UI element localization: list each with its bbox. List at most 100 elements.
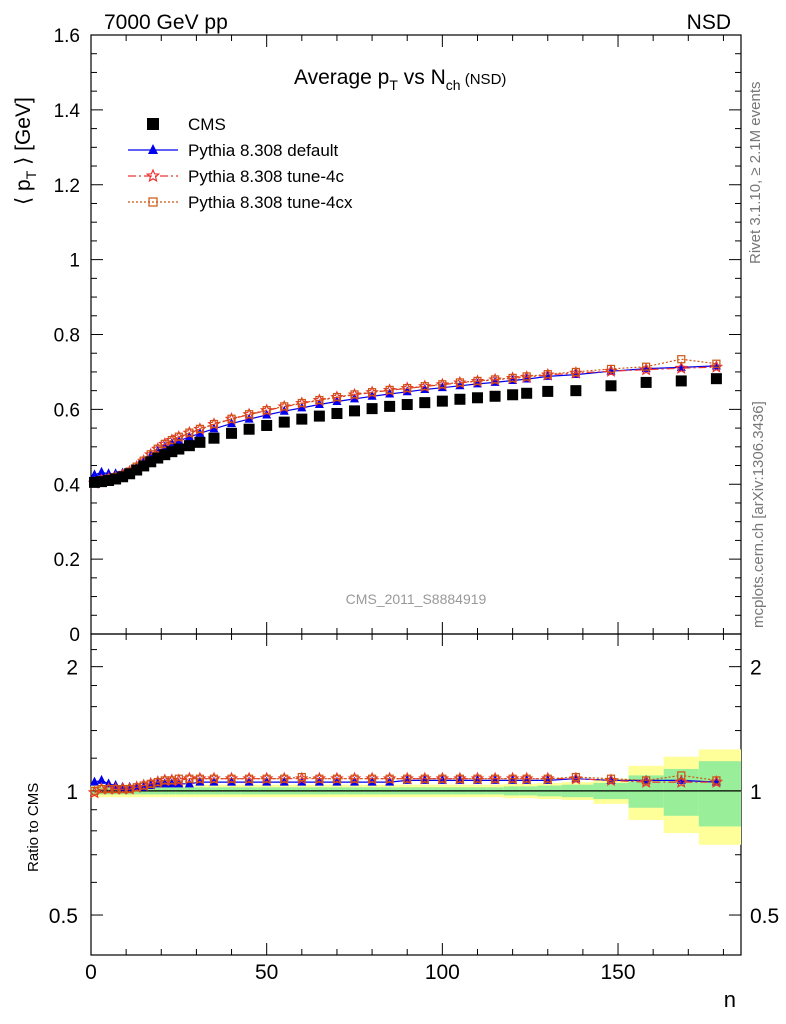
tune4c-data-point [674,775,688,788]
main-y-tick-label: 1.6 [54,26,80,47]
tune4cx-data-point [332,774,342,783]
series-line [94,365,717,476]
title-sub-pt: T [389,77,398,93]
tune4cx-data-point [209,419,219,429]
main-y-tick-label: 0.8 [54,326,80,347]
cms-data-point [110,473,122,485]
main-plot-title: Average pT vs Nch (NSD) [294,66,506,93]
cms-data-point [147,118,159,130]
tune4cx-data-point [438,774,447,783]
cms-data-point [296,413,308,425]
legend: CMS Pythia 8.308 default Pythia 8.308 tune… [128,115,353,212]
cms-data-point [124,468,136,480]
ratio-uncertainty-bands [91,749,741,845]
tune4cx-data-point [642,362,651,371]
analysis-watermark: CMS_2011_S8884919 [346,591,487,607]
tune4cx-data-point [712,359,721,368]
cms-data-point [570,385,582,397]
legend-label: Pythia 8.308 tune-4cx [188,193,353,212]
tune4cx-data-point [195,774,205,783]
ylabel-main-text: ⟨ p [12,179,35,205]
main-y-tick-label: 1.2 [54,176,80,197]
tune4c-data-point [674,361,688,374]
title-sub-nch: ch [446,77,461,93]
x-tick-label: 0 [85,961,97,984]
main-axis-ticks: 0 0.2 0.4 0.6 0.8 1 1.2 1.4 1.6 [54,26,741,646]
cms-data-point [384,400,396,412]
cms-data-point [278,416,290,428]
cms-data-point [226,427,238,439]
tune4cx-data-point [315,774,324,783]
tune4cx-data-point [385,385,394,395]
cms-data-point [331,407,343,419]
tune4cx-data-point [245,410,254,419]
x-tick-label: 100 [425,961,460,984]
tune4cx-data-point [712,776,721,785]
cms-data-point [436,395,448,407]
tune4cx-data-point [490,375,500,384]
cms-data-point [152,452,164,464]
tune4cx-data-point [522,372,531,381]
tune4cx-data-point [490,774,500,783]
tune4cx-data-point [508,373,517,383]
tune4cx-data-point [195,424,205,433]
ratio-data-series [87,771,724,799]
legend-label: Pythia 8.308 default [188,141,339,160]
cms-data-point [243,423,255,435]
cms-data-point [313,410,325,422]
tune4cx-data-point [403,383,412,393]
tune4cx-data-point [350,390,359,399]
series-line [94,778,717,794]
header-left: 7000 GeV pp [104,11,228,34]
cms-data-point [159,449,171,461]
tune4cx-data-point [677,771,686,780]
main-y-tick-label: 0.4 [54,475,81,496]
ratio-y-tick-label-right: 0.5 [750,905,779,928]
x-tick-label: 150 [601,961,636,984]
tune4cx-data-point [262,774,271,783]
tune4cx-data-point [174,432,183,441]
main-y-tick-label: 0.6 [54,400,80,421]
tune4cx-data-point [571,772,580,782]
cms-data-point [183,440,195,452]
tune4cx-data-point [543,774,552,783]
title-suffix-text: (NSD) [461,71,507,88]
tune4cx-data-point [153,444,162,453]
tune4cx-data-point [280,774,289,783]
header-right: NSD [687,11,731,34]
main-y-tick-label: 1 [69,251,80,272]
tune4cx-data-point [473,774,482,783]
main-y-axis-label: ⟨ pT ⟩ [GeV] [12,97,39,205]
title-main-text: Average p [294,66,389,89]
cms-data-point [166,446,178,458]
cms-data-point [145,456,157,468]
ratio-y-tick-label-right: 2 [750,657,762,680]
cms-data-point [366,403,378,415]
cms-data-point [640,376,652,388]
default-data-point [90,776,100,786]
cms-data-point [507,389,519,401]
cms-data-point [138,460,150,472]
cms-data-point [419,397,431,409]
tune4cx-data-point [455,378,465,387]
cms-data-point [117,471,129,483]
ratio-y-tick-label-right: 1 [750,781,762,804]
ratio-y-axis-label: Ratio to CMS [25,783,42,872]
title-mid-text: vs N [398,66,446,89]
tune4cx-data-point [438,380,447,389]
cms-data-point [489,390,501,402]
cms-data-point [471,392,483,404]
legend-label: Pythia 8.308 tune-4c [188,167,344,186]
cms-data-point [194,436,206,448]
ratio-y-tick-label-left: 0.5 [49,905,78,928]
ratio-y-tick-label-left: 1 [66,781,78,804]
ratio-inner-band [698,761,741,827]
tune4cx-data-point [280,402,289,411]
x-axis-label: n [724,987,736,1012]
tune4cx-data-point [262,406,271,415]
default-data-point [97,774,107,784]
cms-data-point [349,405,361,417]
cms-data-point [208,432,220,444]
tune4cx-data-point [148,197,158,207]
tune4cx-data-point [350,774,359,783]
